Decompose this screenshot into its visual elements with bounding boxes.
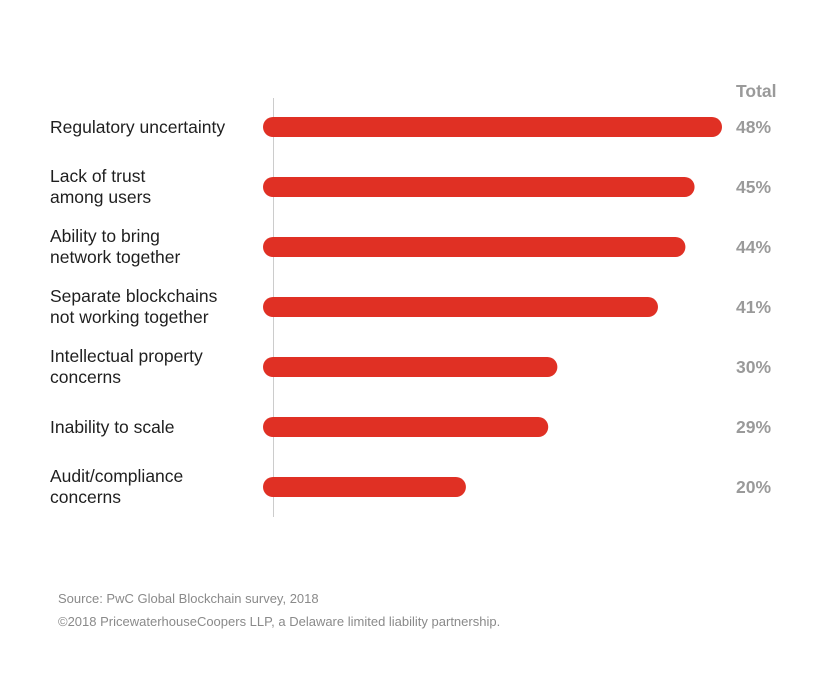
category-label-2: Ability to bring network together <box>50 226 181 267</box>
value-label-4: 30% <box>736 356 772 377</box>
value-label-2: 44% <box>736 236 772 257</box>
bar-chart: Total Regulatory uncertainty 48% Lack of t… <box>50 81 777 517</box>
value-label-3: 41% <box>736 296 772 317</box>
category-label-0: Regulatory uncertainty <box>50 116 226 137</box>
category-label-3: Separate blockchains not working togethe… <box>50 286 218 327</box>
value-label-6: 20% <box>736 476 772 497</box>
category-label-5: Inability to scale <box>50 416 175 437</box>
source-note: Source: PwC Global Blockchain survey, 20… <box>58 591 319 606</box>
bars-canvas <box>263 98 722 517</box>
value-column-header: Total <box>736 81 777 101</box>
value-label-1: 45% <box>736 176 772 197</box>
value-label-0: 48% <box>736 116 772 137</box>
category-label-1: Lack of trust among users <box>50 166 152 207</box>
copyright-note: ©2018 PricewaterhouseCoopers LLP, a Dela… <box>58 614 501 629</box>
category-label-4: Intellectual property concerns <box>50 346 203 387</box>
category-label-6: Audit/compliance concerns <box>50 466 184 507</box>
value-label-5: 29% <box>736 416 772 437</box>
